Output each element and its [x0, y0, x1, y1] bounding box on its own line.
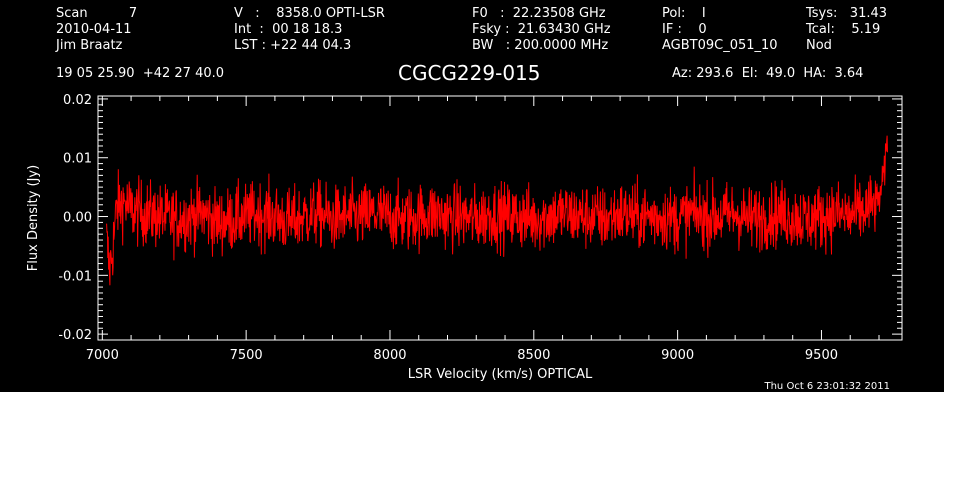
timestamp: Thu Oct 6 23:01:32 2011: [763, 381, 890, 392]
header-coords: 19 05 25.90 +42 27 40.0: [56, 66, 225, 81]
x-axis-label: LSR Velocity (km/s) OPTICAL: [408, 367, 593, 382]
header-azelha: Az: 293.6 El: 49.0 HA: 3.64: [672, 66, 864, 81]
header-f0: F0 : 22.23508 GHz: [472, 6, 606, 21]
header-tcal: Tcal: 5.19: [806, 22, 881, 37]
x-tick-label: 7500: [230, 348, 263, 363]
spectrum-line: [106, 135, 888, 286]
header-scan: Scan 7: [56, 6, 138, 21]
header-tsys: Tsys: 31.43: [806, 6, 888, 21]
y-tick-label: 0.00: [63, 211, 92, 226]
header-if: IF : 0: [662, 22, 707, 37]
x-tick-label: 7000: [86, 348, 119, 363]
header-fsky: Fsky : 21.63430 GHz: [472, 22, 611, 37]
header-pol: Pol: I: [662, 6, 706, 21]
y-tick-label: 0.01: [63, 152, 92, 167]
spectrum-chart: 7000 7500 8000 8500 9000 9500 0.02 0.01 0.00 -0.0…: [26, 93, 903, 392]
y-tick-label: 0.02: [63, 93, 92, 108]
x-tick-label: 9000: [661, 348, 694, 363]
chart-title: CGCG229-015: [398, 61, 541, 85]
y-axis-label: Flux Density (Jy): [26, 165, 41, 271]
header-integration: Int : 00 18 18.3: [234, 22, 343, 37]
header-date: 2010-04-11: [56, 22, 132, 37]
header-project: AGBT09C_051_10: [662, 38, 778, 53]
header-bw: BW : 200.0000 MHz: [472, 38, 609, 53]
header-lst: LST : +22 44 04.3: [234, 38, 352, 53]
x-tick-label: 8000: [373, 348, 406, 363]
y-tick-label: -0.02: [58, 328, 92, 343]
header-observer: Jim Braatz: [56, 38, 123, 53]
plot-frame: [97, 95, 903, 341]
x-tick-label: 8500: [517, 348, 550, 363]
header-mode: Nod: [806, 38, 832, 53]
y-tick-label: -0.01: [58, 269, 92, 284]
x-tick-label: 9500: [805, 348, 838, 363]
header-velocity: V : 8358.0 OPTI-LSR: [234, 6, 385, 21]
